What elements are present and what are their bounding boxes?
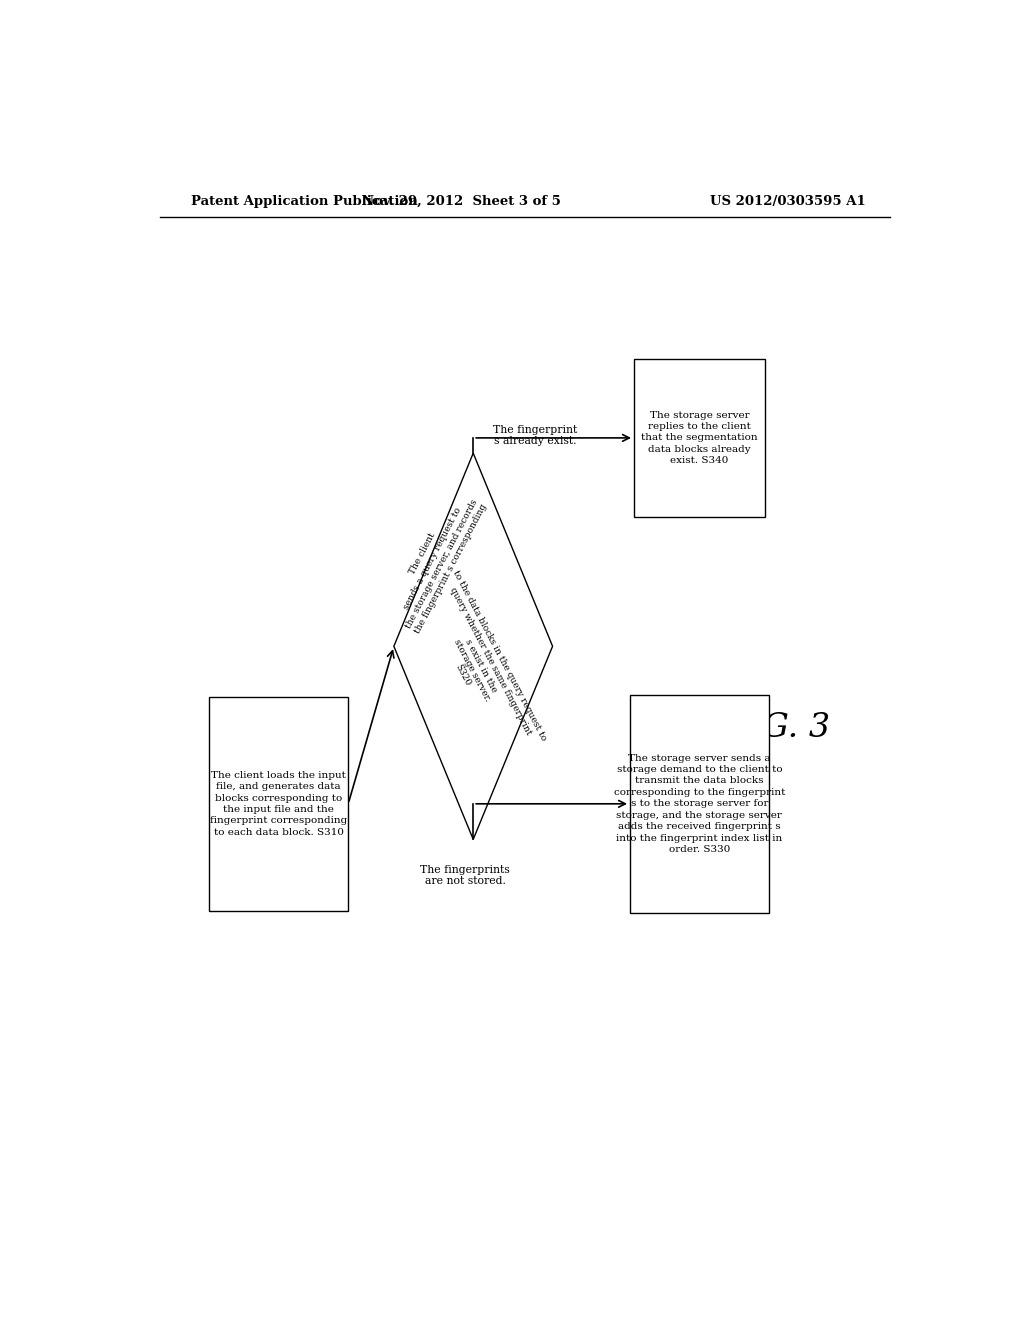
Text: FIG. 3: FIG. 3 (727, 711, 830, 743)
Text: The client
sends a query request to
the storage server, and records
the fingerpr: The client sends a query request to the … (385, 487, 488, 635)
Text: to the data blocks in the query request to
query whether the same fingerprint
s : to the data blocks in the query request … (415, 569, 548, 762)
Text: The storage server sends a
storage demand to the client to
transmit the data blo: The storage server sends a storage deman… (613, 754, 785, 854)
FancyBboxPatch shape (630, 694, 769, 913)
Text: The storage server
replies to the client
that the segmentation
data blocks alrea: The storage server replies to the client… (641, 411, 758, 466)
Text: US 2012/0303595 A1: US 2012/0303595 A1 (711, 194, 866, 207)
Text: The fingerprint
s already exist.: The fingerprint s already exist. (494, 425, 578, 446)
Text: Nov. 29, 2012  Sheet 3 of 5: Nov. 29, 2012 Sheet 3 of 5 (361, 194, 561, 207)
FancyBboxPatch shape (634, 359, 765, 516)
FancyBboxPatch shape (209, 697, 348, 911)
Polygon shape (394, 453, 553, 840)
Text: The client loads the input
file, and generates data
blocks corresponding to
the : The client loads the input file, and gen… (210, 771, 347, 837)
Text: Patent Application Publication: Patent Application Publication (191, 194, 418, 207)
Text: The fingerprints
are not stored.: The fingerprints are not stored. (421, 865, 510, 887)
